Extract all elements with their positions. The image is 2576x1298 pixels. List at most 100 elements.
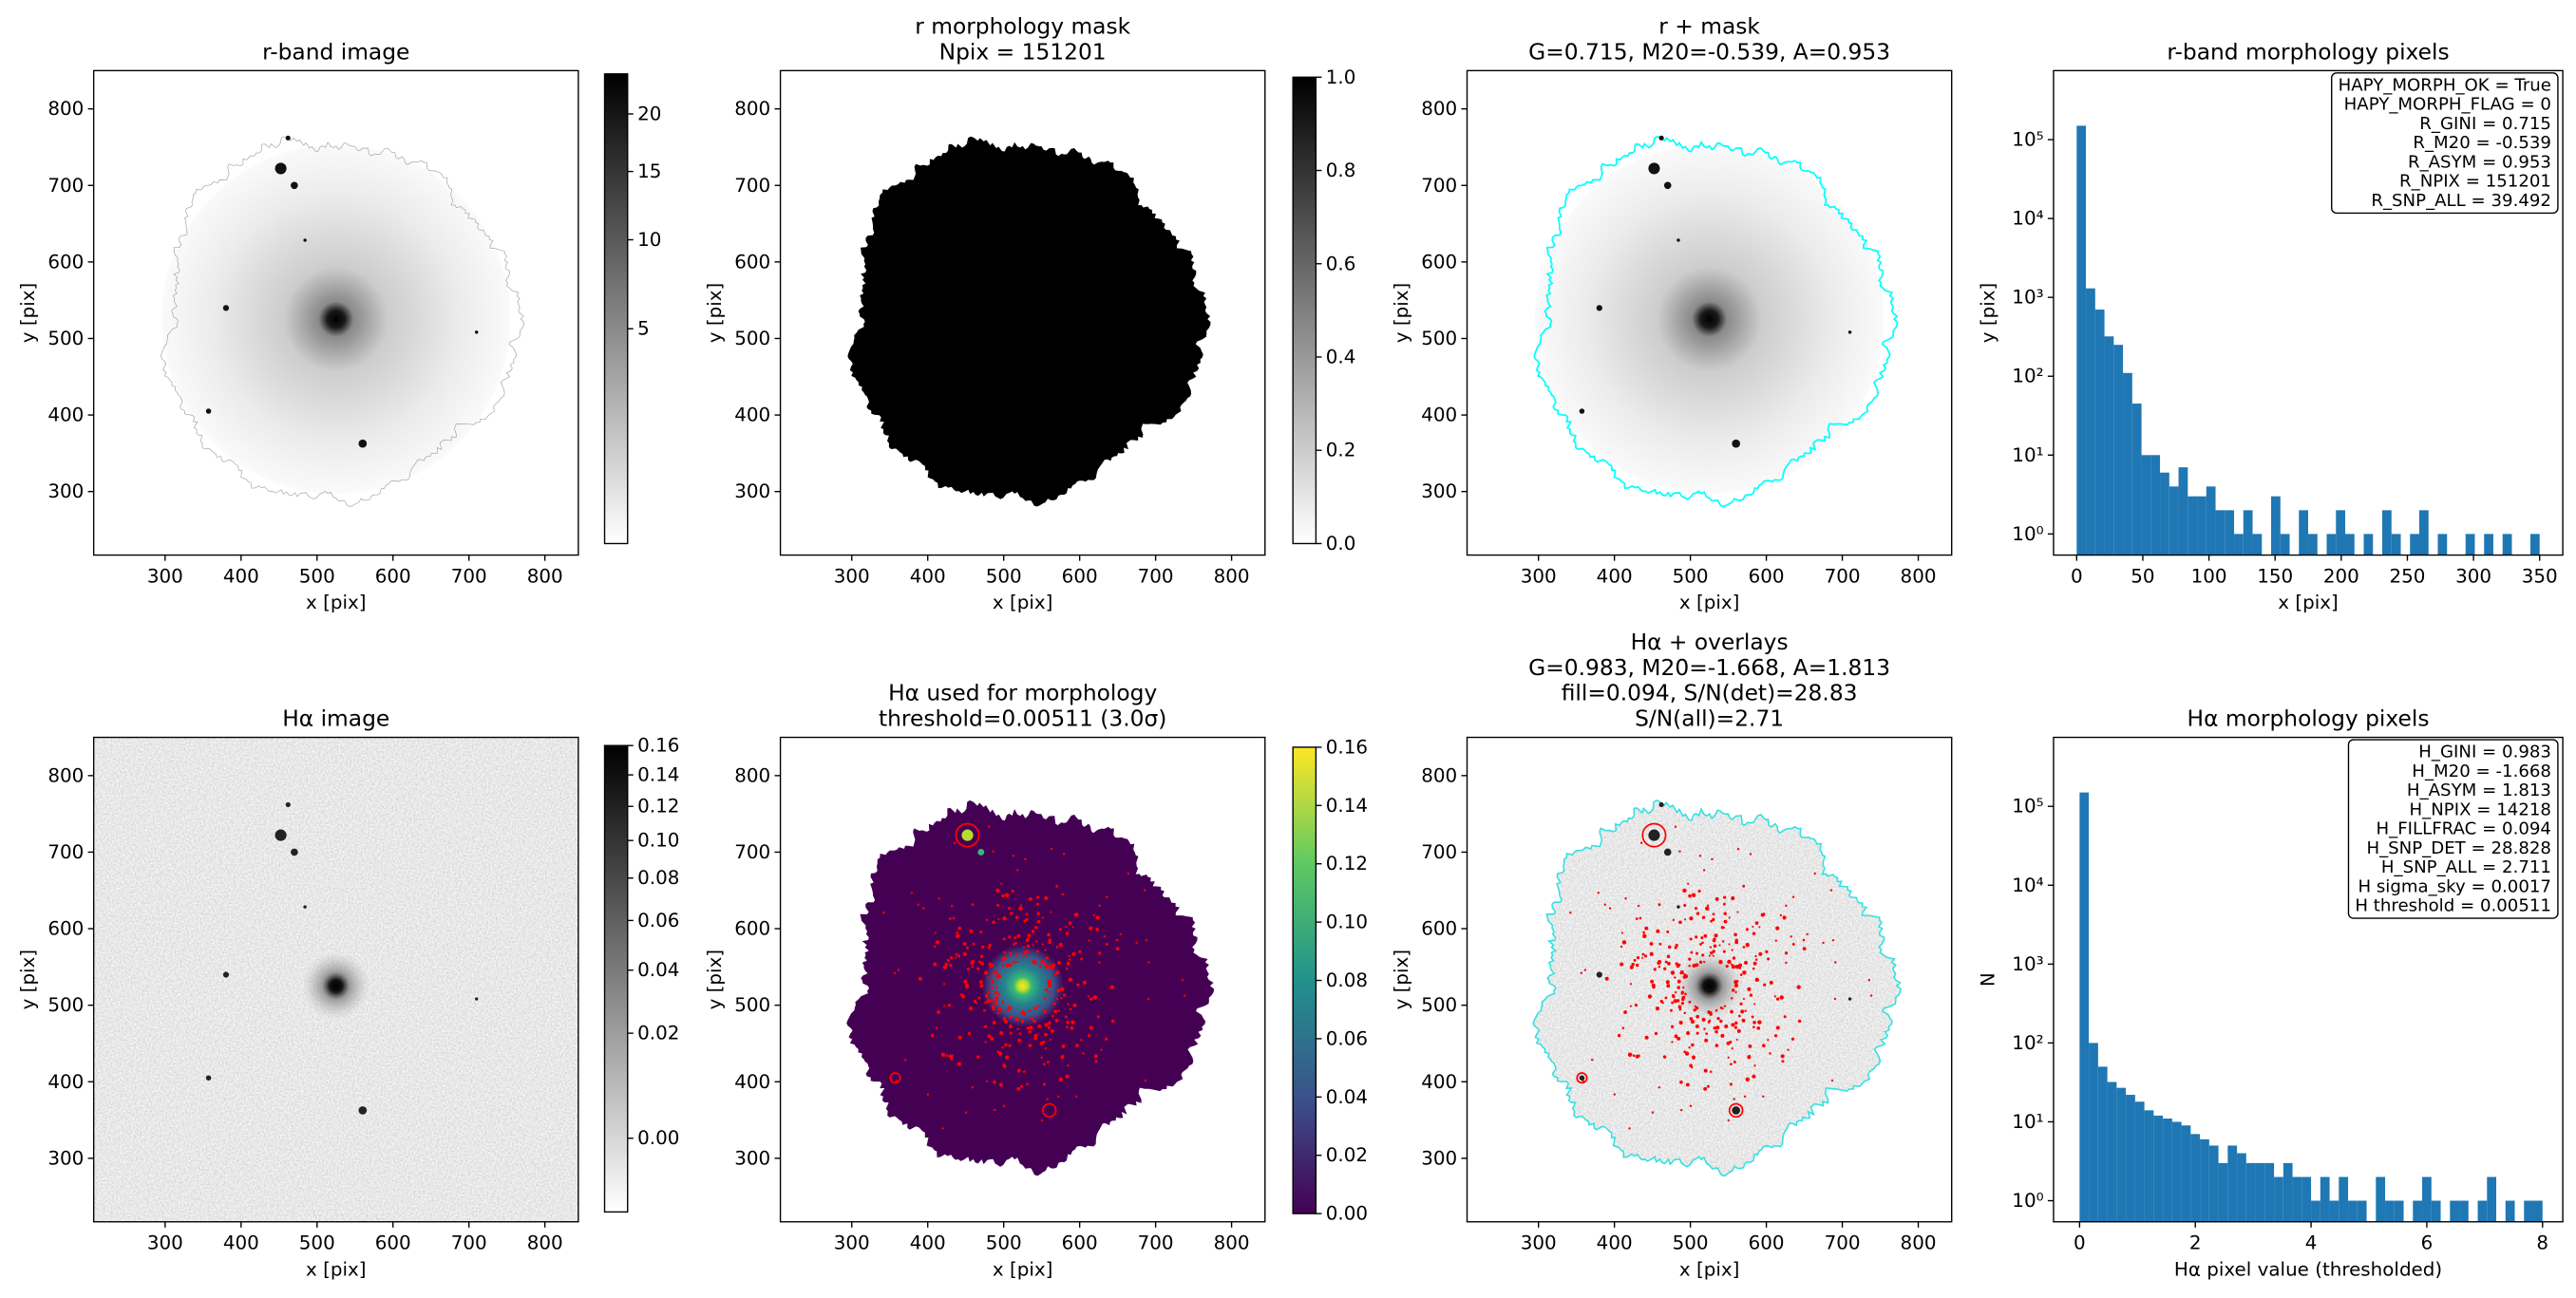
bar: [2292, 1176, 2302, 1222]
overlay-dot: [1671, 1025, 1675, 1028]
overlay-dot: [949, 956, 954, 960]
star: [205, 408, 212, 414]
overlay-dot: [1046, 1098, 1049, 1100]
overlay-dot: [964, 953, 967, 956]
overlay-dot: [934, 931, 938, 934]
overlay-dot: [1022, 946, 1026, 949]
bar: [2181, 1125, 2191, 1222]
overlay-dot: [1033, 926, 1038, 930]
overlay-dot: [959, 993, 963, 997]
overlay-dot: [1025, 912, 1029, 916]
overlay-dot: [1050, 911, 1052, 913]
overlay-dot: [904, 1058, 907, 1062]
overlay-dot: [1060, 987, 1065, 991]
overlay-dot: [942, 965, 947, 969]
bar: [2280, 534, 2290, 555]
colorbar-tick-label: 0.16: [637, 735, 679, 757]
overlay-dot: [1679, 971, 1682, 975]
overlay-dot: [1025, 954, 1028, 957]
star: [1658, 801, 1664, 808]
overlay-dot: [1722, 950, 1726, 953]
overlay-dot: [1635, 917, 1638, 921]
overlay-dot: [1733, 980, 1738, 985]
y-tick-label: 700: [47, 175, 84, 197]
overlay-dot: [1041, 943, 1044, 946]
y-tick-label: 400: [1421, 1071, 1457, 1093]
overlay-dot: [1695, 1031, 1699, 1035]
colorbar-tick-label: 0.02: [1326, 1144, 1368, 1166]
overlay-dot: [1054, 1018, 1059, 1023]
overlay-dot: [917, 903, 920, 906]
x-tick-label: 400: [1597, 1232, 1633, 1254]
overlay-dot: [1004, 1043, 1008, 1047]
panel-title: r-band image: [262, 38, 409, 65]
bar: [2178, 467, 2188, 555]
overlay-dot: [1712, 950, 1715, 953]
x-tick-label: 700: [1138, 1232, 1174, 1254]
y-tick-label: 10³: [2012, 953, 2043, 975]
panel-title: threshold=0.00511 (3.0σ): [879, 705, 1166, 731]
overlay-dot: [1752, 961, 1757, 966]
galaxy: [1534, 144, 1885, 494]
overlay-dot: [1684, 1051, 1690, 1056]
overlay-dot: [990, 986, 994, 989]
y-tick-label: 400: [1421, 404, 1457, 426]
overlay-dot: [1713, 1026, 1716, 1030]
overlay-dot: [1016, 1068, 1021, 1073]
overlay-dot: [1718, 944, 1721, 947]
overlay-dot: [992, 850, 994, 853]
overlay-dot: [1002, 937, 1006, 941]
axes-frame: [779, 69, 1266, 556]
overlay-dot: [1714, 896, 1719, 901]
overlay-dot: [1774, 939, 1777, 942]
x-tick-label: 0: [2071, 566, 2083, 588]
star: [285, 135, 291, 141]
star: [358, 1106, 368, 1115]
overlay-dot: [1738, 1014, 1741, 1018]
overlay-dot: [1001, 894, 1005, 898]
overlay-dot: [1703, 1027, 1706, 1030]
overlay-dot: [1045, 988, 1049, 992]
galaxy: [161, 144, 511, 494]
bar: [2348, 1200, 2358, 1222]
overlay-dot: [897, 969, 900, 971]
overlay-dot: [1111, 1019, 1115, 1024]
overlay-dot: [1754, 921, 1759, 925]
overlay-dot: [1692, 963, 1696, 968]
overlay-dot: [1002, 1017, 1007, 1021]
overlay-dot: [1682, 975, 1687, 979]
bar: [2131, 404, 2142, 555]
x-tick-label: 600: [1749, 566, 1785, 588]
overlay-dot: [981, 945, 985, 950]
y-tick-label: 10¹: [2012, 1111, 2043, 1133]
y-tick-label: 600: [1421, 251, 1457, 273]
overlay-dot: [882, 911, 885, 914]
overlay-dot: [1742, 946, 1746, 949]
overlay-dot: [996, 1011, 1000, 1015]
overlay-dot: [1641, 952, 1645, 956]
overlay-dot: [1067, 1064, 1070, 1067]
overlay-dot: [1009, 912, 1013, 915]
overlay-dot: [1023, 950, 1027, 955]
star: [222, 971, 230, 978]
stats-line: H_M20 = -1.668: [2412, 762, 2551, 781]
overlay-dot: [997, 1051, 1003, 1056]
overlay-dot: [1651, 953, 1654, 956]
overlay-dot: [1143, 889, 1146, 892]
overlay-dot: [1023, 1070, 1026, 1073]
overlay-dot: [1687, 882, 1690, 885]
overlay-dot: [1699, 943, 1702, 946]
overlay-dot: [977, 960, 981, 964]
stats-line: HAPY_MORPH_FLAG = 0: [2344, 95, 2551, 115]
bar: [2282, 1162, 2293, 1222]
y-axis-label: y [pix]: [1977, 283, 1998, 343]
overlay-dot: [1733, 1025, 1737, 1029]
bar: [2208, 1145, 2219, 1222]
overlay-dot: [1688, 894, 1692, 898]
y-tick-label: 500: [47, 328, 84, 349]
bar: [2299, 510, 2309, 555]
overlay-dot: [1830, 1079, 1834, 1082]
overlay-dot: [1757, 1020, 1762, 1025]
bar: [2431, 1200, 2441, 1222]
